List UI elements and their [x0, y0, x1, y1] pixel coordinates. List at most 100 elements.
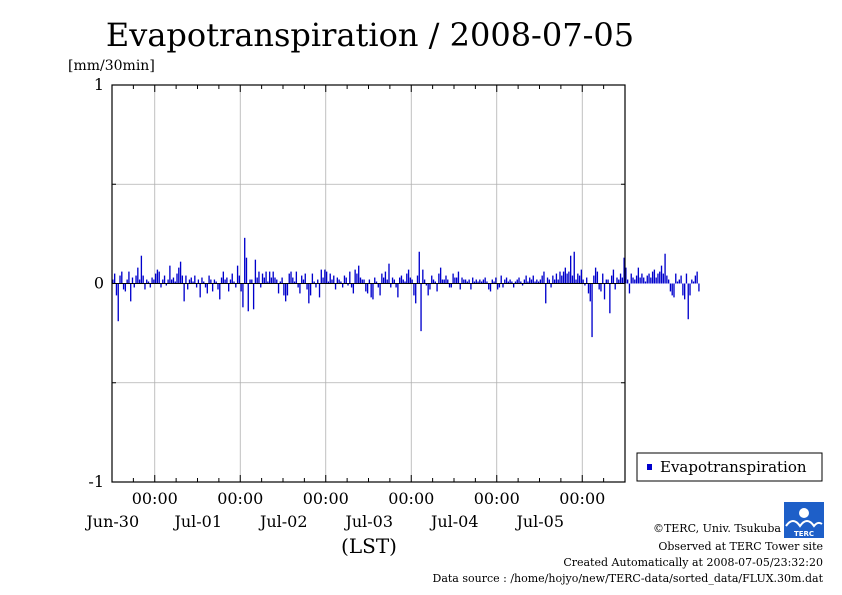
data-bar — [641, 273, 643, 284]
data-bar — [509, 279, 511, 284]
data-bar — [131, 277, 134, 284]
data-bar — [147, 281, 150, 284]
data-bar — [521, 283, 524, 286]
data-bar — [119, 275, 121, 284]
data-bar — [431, 275, 433, 284]
data-bar — [334, 283, 337, 290]
data-bar — [489, 283, 492, 292]
data-bar — [140, 255, 143, 284]
data-bar — [447, 279, 449, 284]
data-bar — [404, 281, 406, 284]
data-bar — [562, 271, 565, 284]
data-bar — [333, 275, 335, 284]
data-bar — [513, 283, 515, 288]
data-bar — [525, 275, 527, 284]
data-bar — [493, 281, 495, 284]
data-bar — [220, 277, 223, 284]
data-bar — [587, 283, 590, 294]
terc-logo-wave — [785, 520, 823, 528]
data-bar — [372, 283, 374, 300]
data-bar — [179, 261, 182, 284]
data-bar — [343, 275, 346, 284]
data-bar — [555, 273, 558, 284]
data-bar — [347, 283, 349, 286]
data-bar — [149, 283, 151, 288]
data-bar — [256, 277, 258, 284]
data-bar — [454, 277, 456, 284]
data-bar — [197, 279, 200, 284]
data-bar — [434, 281, 436, 284]
data-bar — [165, 283, 167, 286]
data-bar — [480, 281, 483, 284]
data-bar — [523, 279, 526, 284]
data-bar — [438, 273, 440, 284]
y-tick-label: -1 — [88, 472, 104, 491]
data-bar — [181, 275, 184, 284]
data-bar — [374, 277, 376, 284]
x-tick-date-label: Jun-30 — [84, 512, 139, 531]
data-bar — [313, 281, 315, 284]
data-bar — [240, 283, 242, 292]
data-bar — [199, 283, 201, 298]
data-bar — [345, 277, 347, 284]
data-bar — [425, 283, 428, 286]
data-bar — [504, 279, 506, 284]
data-bar — [258, 271, 260, 284]
data-bar — [247, 283, 249, 312]
data-bar — [393, 279, 395, 284]
data-bar — [399, 277, 401, 284]
data-bar — [288, 273, 290, 284]
x-tick-time-label: 00:00 — [559, 489, 605, 508]
data-bar — [548, 279, 550, 284]
data-bar — [518, 277, 520, 284]
data-bar — [188, 279, 191, 284]
data-bar — [267, 281, 269, 284]
data-bar — [235, 283, 237, 288]
data-bar — [279, 281, 281, 284]
data-bar — [174, 281, 176, 284]
data-bar — [219, 283, 221, 300]
data-bar — [589, 283, 591, 302]
data-bar — [292, 277, 294, 284]
data-bar — [130, 283, 132, 302]
data-bar — [233, 281, 235, 284]
data-bar — [402, 279, 404, 284]
data-bar — [115, 283, 118, 296]
data-bar — [553, 279, 556, 284]
data-bar — [160, 283, 162, 288]
data-bar — [557, 279, 559, 284]
data-bar — [602, 273, 604, 284]
data-bar — [436, 283, 438, 292]
data-bar — [546, 277, 549, 284]
data-bar — [529, 277, 531, 284]
source-text: Data source : /home/hojyo/new/TERC-data/… — [433, 572, 824, 585]
x-tick-time-label: 00:00 — [132, 489, 178, 508]
data-bar — [112, 279, 114, 284]
data-bar — [195, 283, 198, 288]
data-bar — [229, 279, 232, 284]
x-tick-date-label: Jul-01 — [172, 512, 222, 531]
data-bar — [281, 277, 283, 284]
data-bar — [505, 277, 508, 284]
data-bar — [570, 255, 572, 284]
data-bar — [204, 283, 207, 288]
data-bar — [245, 257, 248, 284]
data-bar — [304, 273, 306, 284]
data-bar — [650, 277, 652, 284]
data-bar — [452, 273, 454, 284]
data-bar — [475, 279, 477, 284]
data-bar — [448, 283, 451, 288]
data-bar — [249, 279, 251, 284]
data-bar — [211, 283, 214, 292]
y-tick-label: 0 — [94, 274, 104, 293]
data-bar — [122, 283, 125, 290]
data-bar — [673, 283, 675, 298]
data-bar — [395, 283, 397, 288]
data-bar — [582, 279, 584, 284]
data-bar — [439, 267, 442, 284]
data-bar — [358, 265, 360, 284]
data-bar — [689, 283, 691, 296]
data-bar — [213, 279, 216, 284]
data-bar — [671, 283, 673, 296]
